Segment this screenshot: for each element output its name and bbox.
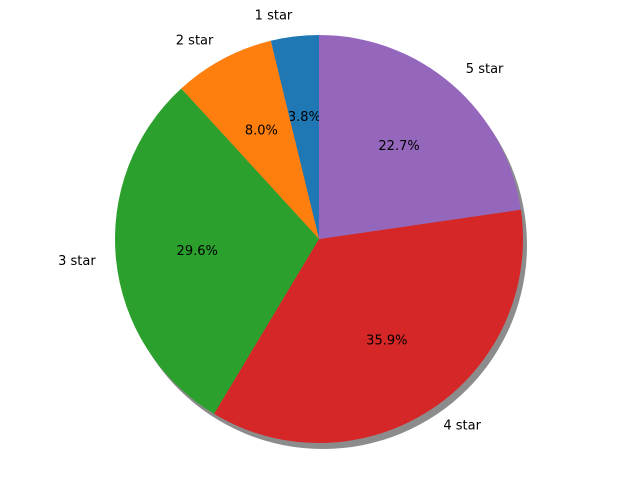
- slice-label: 3 star: [58, 254, 96, 269]
- pie-slice: [214, 209, 524, 443]
- slice-label: 4 star: [443, 418, 481, 433]
- percent-label: 35.9%: [366, 333, 407, 348]
- pie-slice: [114, 88, 319, 414]
- slice-label: 5 star: [466, 62, 504, 77]
- slice-label: 1 star: [255, 9, 293, 24]
- slice-label: 2 star: [176, 34, 214, 49]
- pie-slice: [319, 35, 521, 239]
- percent-label: 29.6%: [177, 244, 218, 259]
- percent-label: 8.0%: [245, 124, 278, 139]
- pie-slice: [181, 40, 319, 239]
- percent-label: 22.7%: [378, 139, 419, 154]
- percent-label: 3.8%: [288, 110, 321, 125]
- pie-slice: [270, 35, 319, 239]
